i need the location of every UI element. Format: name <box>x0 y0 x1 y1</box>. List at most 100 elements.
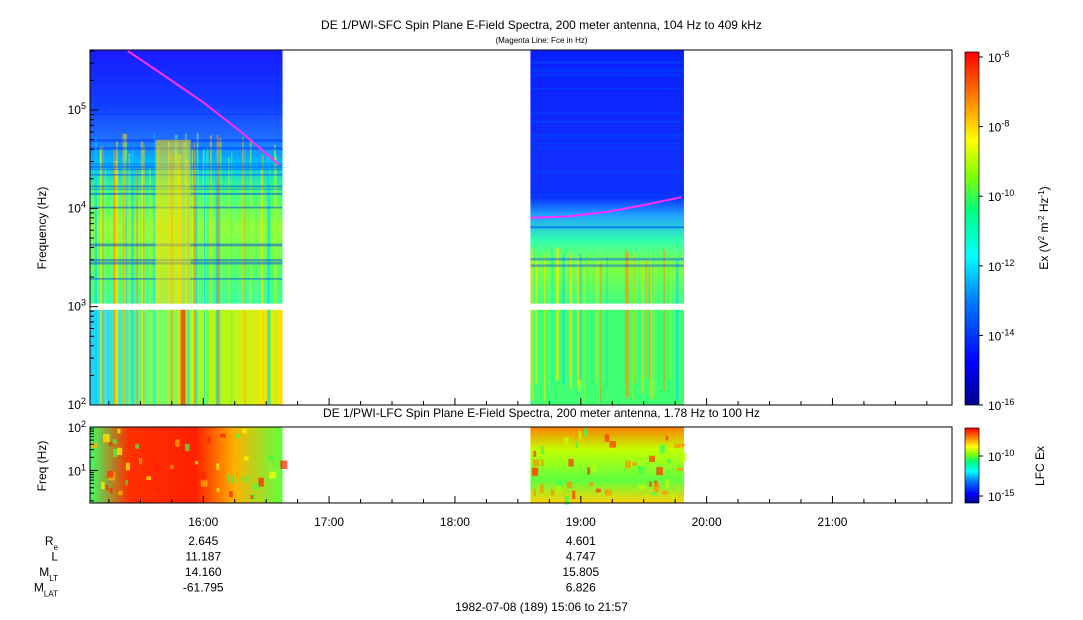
sfc-texture-streak <box>135 167 138 405</box>
lfc-texture-block <box>676 467 683 471</box>
sfc-texture-streak <box>143 155 145 405</box>
lfc-texture-block <box>540 446 544 455</box>
sfc-texture-streak <box>534 258 538 384</box>
date-range: 1982-07-08 (189) 15:06 to 21:57 <box>455 600 628 614</box>
sfc-texture-streak <box>249 139 252 406</box>
lfc-texture-block <box>533 450 537 457</box>
sfc-texture-streak <box>244 148 246 405</box>
sfc-texture-streak <box>562 254 565 384</box>
lfc-texture-block <box>243 456 249 461</box>
ephemeris-table: Re 2.645 4.601 L 11.187 4.747 MLT 14.160 15.805 M… <box>34 534 600 598</box>
sfc-texture-streak <box>567 257 570 388</box>
lfc-texture-block <box>566 481 573 489</box>
lfc-texture-block <box>540 459 544 467</box>
sfc-colorbar-tick-label: 10-14 <box>988 327 1014 343</box>
lfc-y-axis-label: Freq (Hz) <box>35 441 49 492</box>
sfc-y-tick-label: 105 <box>68 101 86 117</box>
lfc-x-ticks <box>108 496 928 503</box>
sfc-texture-streak <box>215 147 219 405</box>
time-tick-label: 17:00 <box>314 515 344 529</box>
sfc-texture-band <box>90 81 283 84</box>
lfc-texture-block <box>625 460 631 469</box>
sfc-texture-streak <box>578 253 582 381</box>
lfc-texture-block <box>243 475 246 483</box>
sfc-texture-streak <box>626 252 629 398</box>
lfc-texture-block <box>550 489 555 496</box>
sfc-texture-streak <box>568 253 572 378</box>
sfc-texture-band <box>530 88 684 90</box>
sfc-colorbar-label: Ex (V2 m-2 Hz-1) <box>1037 186 1052 269</box>
lfc-texture-block <box>226 474 230 483</box>
sfc-texture-band <box>530 61 684 64</box>
sfc-colorbar <box>964 51 980 406</box>
sfc-texture-streak <box>676 259 679 401</box>
ephemeris-value: 4.747 <box>566 550 596 564</box>
sfc-texture-band <box>530 226 684 229</box>
sfc-texture-streak <box>645 258 647 378</box>
chart-title: DE 1/PWI-SFC Spin Plane E-Field Spectra,… <box>321 18 762 32</box>
lfc-texture-block <box>578 431 582 440</box>
lfc-texture-block <box>105 484 109 491</box>
lfc-texture-block <box>250 495 254 499</box>
lfc-texture-block <box>184 443 190 451</box>
lfc-texture-block <box>220 433 226 438</box>
lfc-texture-block <box>231 461 239 470</box>
ephemeris-value: 2.645 <box>188 534 218 548</box>
lfc-texture-block <box>651 492 657 496</box>
sfc-texture-streak <box>648 266 651 379</box>
lfc-texture-block <box>556 480 563 489</box>
sfc-texture-streak <box>203 148 206 406</box>
lfc-texture-block <box>609 445 616 453</box>
time-tick-label: 20:00 <box>692 515 722 529</box>
lfc-plot-frame <box>89 426 953 504</box>
lfc-texture-block <box>604 489 612 496</box>
time-tick-label: 16:00 <box>188 515 218 529</box>
sfc-plot-frame <box>89 49 953 406</box>
lfc-texture-block <box>595 488 601 493</box>
lfc-texture-block <box>109 488 113 494</box>
time-axis-labels: 16:00 17:00 18:00 19:00 20:00 21:00 <box>188 515 848 529</box>
lfc-texture-block <box>632 461 637 466</box>
sfc-texture-streak <box>583 260 586 403</box>
sfc-y-axis: 102 103 104 105 <box>68 50 98 412</box>
lfc-texture-block <box>659 444 665 454</box>
lfc-texture-block <box>592 464 597 473</box>
sfc-band-gap <box>90 303 283 310</box>
sfc-texture-streak <box>141 170 143 405</box>
lfc-texture-block <box>125 462 130 471</box>
sfc-y-tick-label: 102 <box>68 396 86 412</box>
lfc-colorbar-label: LFC Ex <box>1033 446 1047 486</box>
sfc-colorbar-tick-label: 10-12 <box>988 258 1014 274</box>
sfc-texture-streak <box>650 261 653 399</box>
sfc-texture-streak <box>260 169 263 405</box>
lfc-texture-block <box>207 436 211 444</box>
lfc-texture-block <box>242 428 247 434</box>
ephemeris-value: 4.601 <box>566 534 596 548</box>
sfc-y-axis-label: Frequency (Hz) <box>35 187 49 270</box>
lfc-texture-block <box>556 484 562 493</box>
lfc-texture-block <box>247 473 250 479</box>
lfc-texture-block <box>101 482 105 489</box>
sfc-texture-streak <box>125 158 127 405</box>
sfc-colorbar-tick-label: 10-10 <box>988 188 1014 204</box>
fce-line <box>530 196 682 219</box>
time-tick-label: 18:00 <box>440 515 470 529</box>
sfc-spectrogram <box>90 50 684 406</box>
sfc-texture-streak <box>624 248 627 387</box>
lfc-texture-block <box>674 444 680 448</box>
lfc-texture-block <box>572 490 576 500</box>
sfc-texture-band <box>530 257 684 261</box>
sfc-texture-streak <box>606 256 608 389</box>
lfc-texture-block <box>667 459 671 464</box>
lfc-texture-block <box>574 434 578 439</box>
sfc-texture-streak <box>102 146 104 405</box>
sfc-y-tick-label: 104 <box>68 199 86 215</box>
lfc-texture-block <box>563 437 569 444</box>
lfc-texture-block <box>648 455 655 463</box>
lfc-texture-block <box>135 444 140 449</box>
lfc-texture-block <box>656 467 663 476</box>
lfc-texture-block <box>532 459 540 467</box>
lfc-texture-block <box>229 491 233 498</box>
sfc-texture-band <box>530 137 684 139</box>
